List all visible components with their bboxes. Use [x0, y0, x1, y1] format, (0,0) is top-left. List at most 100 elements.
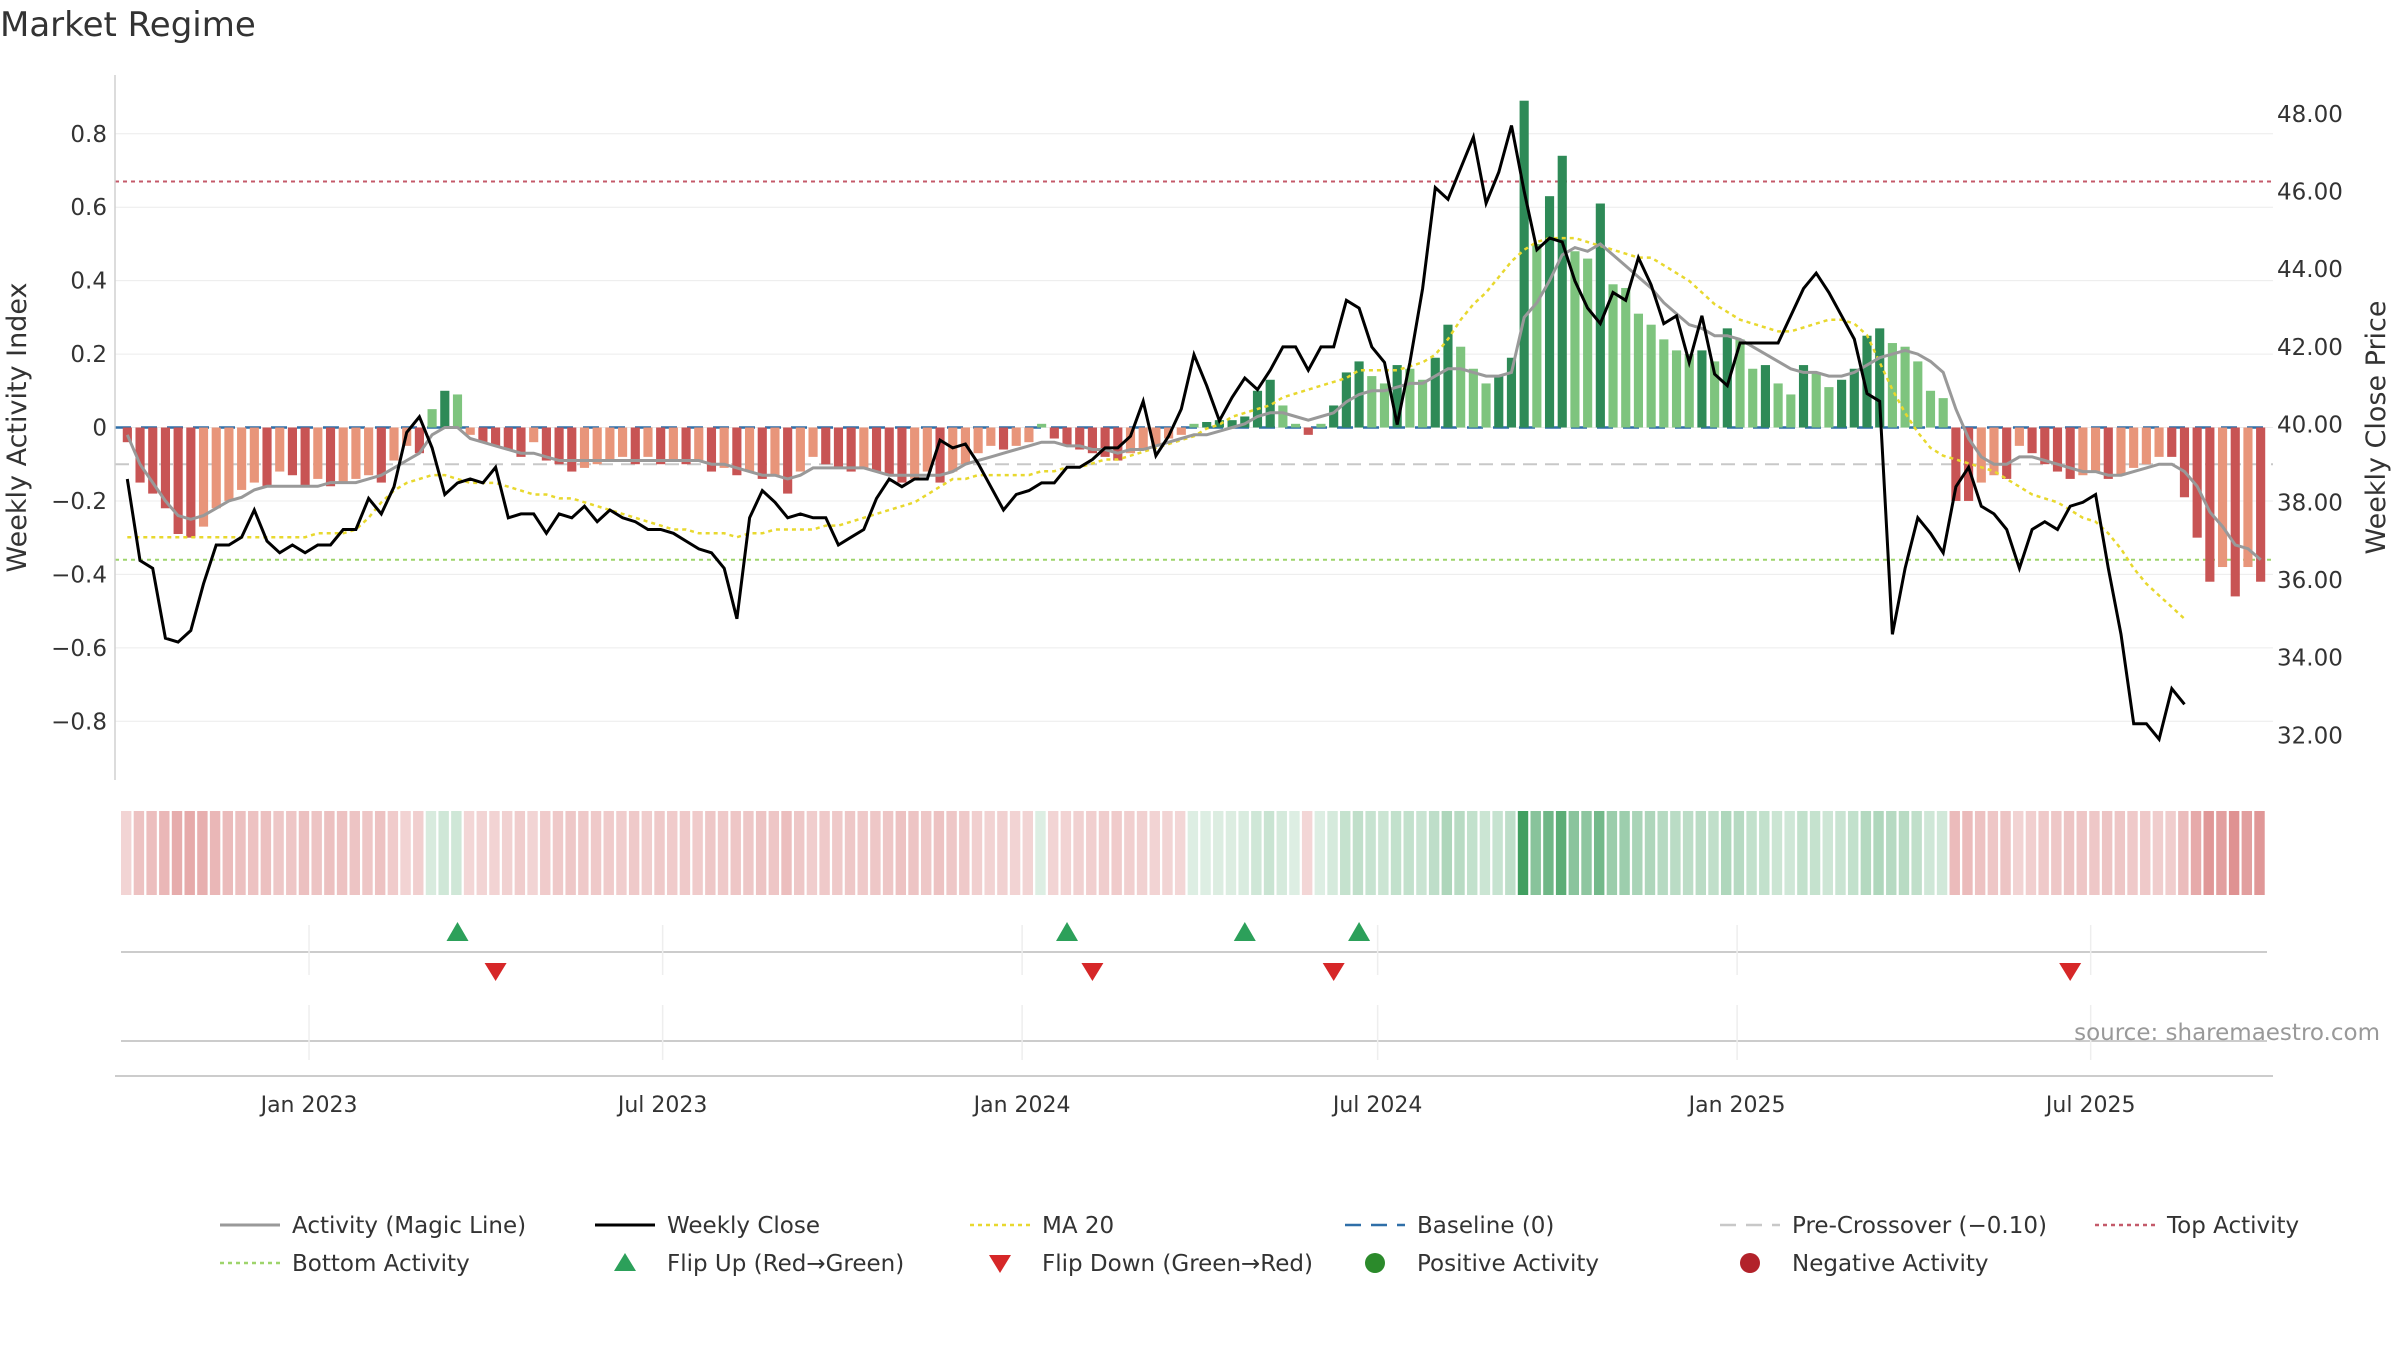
regime-strip-cell: [1771, 811, 1783, 895]
activity-bar: [491, 427, 501, 446]
regime-strip-cell: [1670, 811, 1681, 895]
regime-strip-cell: [1022, 811, 1033, 895]
regime-strip-cell: [1124, 811, 1135, 895]
activity-bar: [1100, 427, 1110, 457]
activity-bar: [567, 427, 577, 472]
activity-bar: [1456, 346, 1466, 428]
regime-strip-cell: [654, 811, 665, 895]
activity-bar: [1532, 243, 1542, 428]
regime-strip-cell: [1886, 811, 1897, 895]
activity-bar: [2243, 427, 2253, 568]
flip-up-marker: [446, 922, 469, 941]
left-tick-label: 0.8: [70, 122, 107, 148]
right-tick-label: 32.00: [2277, 723, 2343, 749]
regime-strip-cell: [1009, 811, 1021, 895]
regime-strip-cell: [336, 811, 348, 895]
activity-bar: [1913, 361, 1923, 428]
regime-strip-cell: [1505, 811, 1516, 895]
right-tick-label: 42.00: [2277, 335, 2343, 361]
regime-strip-cell: [2254, 811, 2265, 895]
regime-strip-cell: [1492, 811, 1503, 895]
regime-strip-cell: [1632, 811, 1643, 895]
activity-bar: [1798, 365, 1809, 428]
activity-bar: [2192, 427, 2202, 538]
activity-bar: [656, 427, 666, 465]
regime-strip-cell: [1657, 811, 1668, 895]
flip-down-marker: [2059, 963, 2082, 981]
left-tick-label: 0.2: [70, 342, 107, 368]
flip-down-marker: [1081, 963, 1104, 981]
regime-strip-cell: [1517, 811, 1529, 895]
regime-strip-cell: [1378, 811, 1389, 895]
activity-bar: [618, 427, 628, 457]
activity-bar: [414, 427, 424, 454]
activity-bar: [719, 427, 729, 468]
activity-bar: [1595, 203, 1605, 428]
activity-bar: [821, 427, 831, 465]
legend-item: MA 20: [970, 1213, 1114, 1239]
regime-strip-cell: [349, 811, 360, 895]
activity-bar: [1671, 350, 1682, 428]
left-axis-title: Weekly Activity Index: [2, 283, 33, 573]
regime-strip-cell: [794, 811, 805, 895]
activity-bar: [770, 427, 780, 476]
legend-label: Flip Down (Green→Red): [1042, 1251, 1313, 1277]
regime-strip-cell: [1708, 811, 1719, 895]
activity-bar: [592, 427, 602, 465]
legend-item: Weekly Close: [595, 1213, 820, 1239]
activity-bar: [1811, 372, 1821, 428]
activity-bar: [541, 427, 551, 461]
activity-bar: [1151, 427, 1161, 446]
regime-strip-cell: [2000, 811, 2011, 895]
legend-label: Flip Up (Red→Green): [667, 1251, 904, 1277]
regime-strip-cell: [286, 811, 297, 895]
activity-bar: [1379, 383, 1390, 428]
regime-strip-cell: [1136, 811, 1148, 895]
regime-strip-cell: [463, 811, 475, 895]
regime-strip-cell: [2089, 811, 2100, 895]
activity-bar: [2065, 427, 2075, 479]
regime-strip-cell: [1365, 811, 1376, 895]
regime-strip-cell: [2203, 811, 2214, 895]
activity-bar: [389, 427, 399, 461]
legend-item: Top Activity: [2095, 1213, 2299, 1239]
legend-item: Pre-Crossover (−0.10): [1720, 1213, 2047, 1239]
x-tick-label: Jan 2025: [1687, 1093, 1786, 1118]
regime-strip-cell: [781, 811, 792, 895]
regime-strip-cell: [895, 811, 907, 895]
regime-strip-cell: [121, 811, 132, 895]
activity-bar: [1506, 357, 1517, 428]
regime-strip-cell: [667, 811, 678, 895]
activity-bar: [135, 427, 145, 483]
regime-strip-cell: [1086, 811, 1097, 895]
regime-strip-cell: [438, 811, 449, 895]
regime-strip-cell: [1340, 811, 1351, 895]
activity-bar: [2040, 427, 2050, 465]
activity-bar: [1824, 387, 1834, 428]
activity-bar: [1087, 427, 1097, 454]
regime-strip-cell: [616, 811, 627, 895]
activity-bar: [1329, 405, 1339, 428]
activity-bar: [2078, 427, 2088, 476]
activity-bar: [1392, 365, 1402, 428]
regime-strip-cell: [1606, 811, 1618, 895]
activity-bar: [1710, 361, 1720, 428]
activity-bar: [706, 427, 717, 472]
activity-bar: [1417, 379, 1428, 428]
left-tick-label: −0.2: [51, 489, 107, 515]
activity-bar: [2141, 427, 2151, 465]
activity-bar: [2052, 427, 2063, 472]
regime-strip-cell: [1289, 811, 1300, 895]
regime-strip-cell: [1581, 811, 1592, 895]
regime-strip-cell: [159, 811, 170, 895]
legend-label: Bottom Activity: [292, 1251, 470, 1277]
activity-bar: [630, 427, 640, 465]
activity-bar: [643, 427, 653, 457]
left-tick-label: 0: [92, 416, 107, 442]
activity-bar: [1849, 368, 1859, 428]
regime-strip-cell: [1416, 811, 1427, 895]
activity-bar: [948, 427, 958, 472]
regime-strip-cell: [1530, 811, 1541, 895]
source-label: source: sharemaestro.com: [2074, 1020, 2380, 1046]
activity-bar: [1443, 324, 1453, 428]
